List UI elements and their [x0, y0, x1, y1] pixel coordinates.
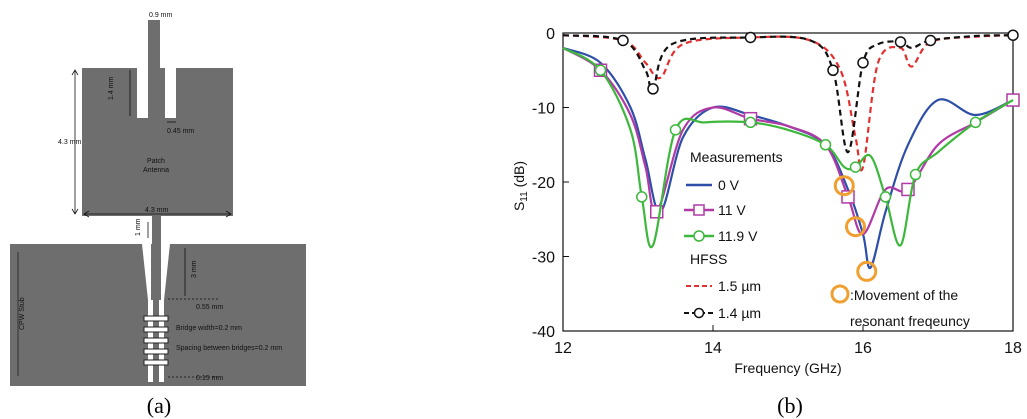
- data-point-marker: [857, 57, 869, 69]
- bridge-width-label: Bridge width=0.2 mm: [176, 325, 242, 332]
- legend: Measurements 0 V 11 V 11.9 V HFSS 1.5 µm…: [684, 149, 970, 329]
- patch-name-line2: Antenna: [143, 167, 169, 174]
- patch-width-label: 4.3 mm: [145, 207, 169, 214]
- resonance-marker: [845, 216, 866, 238]
- resonance-marker: [856, 260, 878, 282]
- orange-circle-marker-icon: [830, 284, 850, 304]
- microstrip-feed: [152, 216, 161, 246]
- data-point-marker: [744, 116, 757, 129]
- data-point-marker: [909, 168, 922, 181]
- arrow-head: [83, 210, 90, 218]
- mems-bridge: [143, 348, 169, 355]
- legend-label-14um: 1.4 µm: [718, 305, 761, 321]
- circle-marker-icon: [693, 230, 705, 242]
- mems-bridge: [143, 326, 169, 333]
- inset-slot-left: [137, 68, 148, 118]
- legend-label-0v: 0 V: [718, 177, 740, 193]
- y-tick-label: -10: [532, 101, 555, 118]
- data-point-marker: [969, 116, 982, 129]
- legend-label-11v: 11 V: [718, 202, 746, 218]
- taper-slot-right: [160, 244, 170, 300]
- legend-group-measurements: Measurements: [690, 149, 783, 165]
- x-tick-label: 12: [554, 340, 572, 357]
- data-point-marker: [636, 191, 648, 203]
- patch-antenna: [82, 68, 233, 216]
- arrow-head: [225, 210, 232, 218]
- y-tick-label: -20: [532, 175, 555, 192]
- s11-chart-panel: 0 -10 -20 -30 -40 12 14 16 18 Frequency (GHz) S…: [511, 26, 1022, 418]
- data-point-marker: [819, 139, 832, 151]
- series-group: [562, 29, 1020, 269]
- y-axis: 0 -10 -20 -30 -40: [532, 26, 569, 341]
- square-marker-icon: [693, 204, 705, 216]
- legend-label-15um: 1.5 µm: [718, 278, 761, 294]
- x-tick-label: 18: [1004, 340, 1022, 357]
- data-point-marker: [849, 161, 862, 173]
- y-axis-label: S11 (dB): [511, 161, 530, 211]
- taper-slot-left: [142, 244, 152, 300]
- inset-slot-right: [165, 68, 176, 118]
- y-tick-label: 0: [546, 26, 555, 43]
- arrow-head: [71, 208, 79, 215]
- series-line-11-v: [562, 46, 1014, 236]
- panel-b-caption: (b): [777, 393, 803, 418]
- x-tick-label: 14: [704, 340, 722, 357]
- mems-bridge: [143, 337, 169, 344]
- resonance-markers: [833, 175, 878, 282]
- antenna-layout-panel: 0.9 mm 1.4 mm 0.45 mm 4.3 mm Patch Anten…: [10, 12, 306, 418]
- data-point-marker: [647, 83, 659, 95]
- data-point-marker: [879, 191, 892, 203]
- feed-width-label: 0.9 mm: [149, 12, 173, 19]
- data-point-marker: [894, 36, 907, 48]
- x-axis: 12 14 16 18: [554, 325, 1022, 357]
- dimension-lines: [17, 69, 232, 378]
- resonance-marker: [833, 175, 855, 197]
- x-axis-label: Frequency (GHz): [734, 360, 841, 376]
- slot-depth-label: 1.4 mm: [108, 76, 115, 100]
- mems-bridges: [143, 315, 169, 366]
- data-point-marker: [744, 31, 757, 44]
- feed-gap-label: 1 mm: [135, 218, 142, 236]
- arrow-head: [71, 69, 79, 76]
- series-line-11-9-v: [562, 46, 1014, 249]
- mems-bridge: [143, 315, 169, 322]
- legend-group-hfss: HFSS: [690, 251, 727, 267]
- data-point-marker: [827, 64, 839, 76]
- data-point-marker: [617, 34, 629, 47]
- series-line-1-5-m: [562, 34, 1014, 172]
- y-tick-label: -30: [532, 250, 555, 267]
- panel-a-caption: (a): [147, 393, 171, 418]
- series-line-1-4-m: [562, 34, 1014, 154]
- data-point-marker: [1007, 29, 1019, 41]
- taper-length-label: 3 mm: [191, 260, 198, 278]
- taper-end-label: 0.55 mm: [196, 304, 223, 311]
- slot-width-label: 0.45 mm: [167, 128, 194, 135]
- patch-name-line1: Patch: [147, 158, 165, 165]
- patch-height-label: 4.3 mm: [58, 139, 82, 146]
- feed-strip: [148, 20, 160, 70]
- data-point-marker: [924, 34, 937, 47]
- cpw-stub-label: CPW Stub: [19, 297, 26, 330]
- mems-bridge: [143, 359, 169, 366]
- y-tick-label: -40: [532, 324, 555, 341]
- circle-marker-icon: [693, 307, 705, 319]
- series-line-0-v: [562, 46, 1014, 269]
- inset-feed: [148, 68, 165, 118]
- marker-note-line2: resonant freqeuncy: [850, 313, 970, 329]
- bridge-spacing-label: Spacing between bridges=0.2 mm: [176, 345, 282, 352]
- line-gap-label: 0.15 mm: [196, 375, 223, 382]
- x-tick-label: 16: [854, 340, 872, 357]
- data-point-marker: [594, 64, 607, 76]
- legend-label-119v: 11.9 V: [718, 228, 758, 244]
- data-point-marker: [669, 124, 682, 136]
- marker-note-line1: :Movement of the: [850, 287, 958, 303]
- cpw-signal-line: [151, 244, 161, 300]
